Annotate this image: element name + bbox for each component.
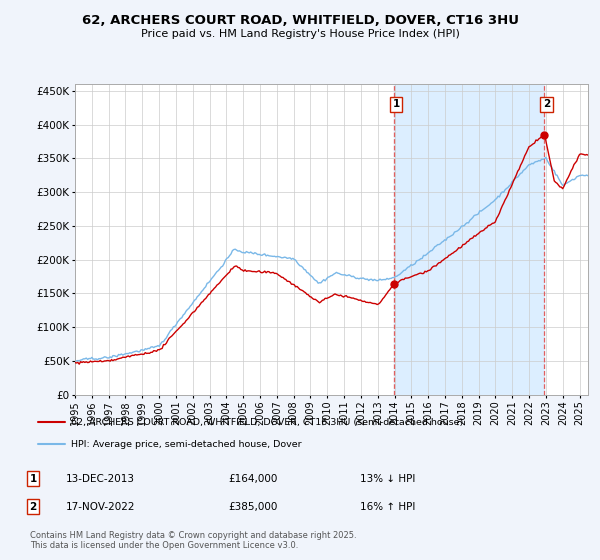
Text: 13% ↓ HPI: 13% ↓ HPI bbox=[360, 474, 415, 484]
Text: 16% ↑ HPI: 16% ↑ HPI bbox=[360, 502, 415, 512]
Text: 1: 1 bbox=[392, 99, 400, 109]
Text: Price paid vs. HM Land Registry's House Price Index (HPI): Price paid vs. HM Land Registry's House … bbox=[140, 29, 460, 39]
Text: 2: 2 bbox=[543, 99, 550, 109]
Text: 17-NOV-2022: 17-NOV-2022 bbox=[66, 502, 136, 512]
Text: 62, ARCHERS COURT ROAD, WHITFIELD, DOVER, CT16 3HU (semi-detached house): 62, ARCHERS COURT ROAD, WHITFIELD, DOVER… bbox=[71, 418, 463, 427]
Text: £385,000: £385,000 bbox=[228, 502, 277, 512]
Text: Contains HM Land Registry data © Crown copyright and database right 2025.
This d: Contains HM Land Registry data © Crown c… bbox=[30, 530, 356, 550]
Bar bbox=[394, 84, 544, 395]
Text: 62, ARCHERS COURT ROAD, WHITFIELD, DOVER, CT16 3HU: 62, ARCHERS COURT ROAD, WHITFIELD, DOVER… bbox=[82, 14, 518, 27]
Text: £164,000: £164,000 bbox=[228, 474, 277, 484]
Text: 2: 2 bbox=[29, 502, 37, 512]
Text: 13-DEC-2013: 13-DEC-2013 bbox=[66, 474, 135, 484]
Text: HPI: Average price, semi-detached house, Dover: HPI: Average price, semi-detached house,… bbox=[71, 440, 302, 449]
Text: 1: 1 bbox=[29, 474, 37, 484]
